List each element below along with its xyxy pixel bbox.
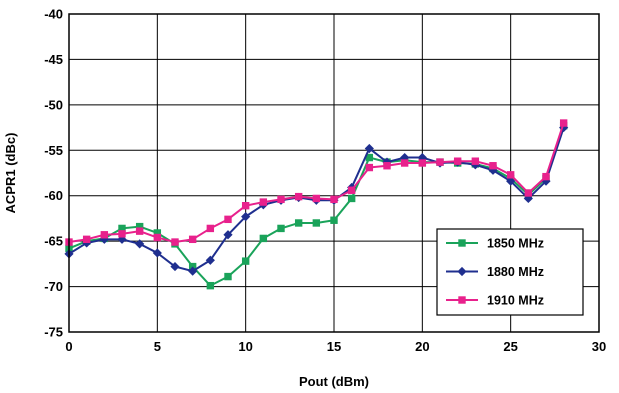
data-point	[365, 153, 374, 162]
y-tick-label: -70	[44, 279, 63, 294]
series-3	[65, 119, 568, 246]
data-point	[224, 272, 232, 281]
data-point	[347, 194, 356, 203]
y-tick-label: -50	[44, 97, 63, 112]
legend-label: 1850 MHz	[487, 237, 544, 251]
data-point	[118, 230, 126, 238]
data-point	[118, 224, 126, 233]
data-point	[436, 158, 444, 166]
legend-marker	[458, 296, 466, 304]
data-point	[364, 143, 374, 154]
data-point	[223, 230, 233, 240]
legend-marker	[458, 239, 466, 247]
legend-entry: 1850 MHz	[446, 237, 544, 251]
data-point	[224, 215, 232, 224]
y-tick-label: -65	[44, 234, 63, 249]
y-axis-title: ACPR1 (dBc)	[3, 133, 18, 214]
y-tick-label: -45	[44, 52, 63, 67]
x-tick-label: 0	[65, 339, 72, 354]
y-tick-label: -55	[44, 143, 63, 158]
data-point	[294, 192, 303, 201]
data-point	[241, 202, 250, 210]
data-point	[205, 255, 215, 265]
x-tick-label: 15	[327, 339, 341, 354]
data-point	[559, 119, 568, 127]
x-tick-label: 30	[592, 339, 606, 354]
data-point	[418, 159, 427, 167]
data-point	[153, 229, 162, 237]
data-point	[506, 171, 515, 179]
data-point	[471, 157, 480, 165]
x-tick-label: 5	[154, 339, 161, 354]
data-point	[259, 234, 268, 243]
data-point	[82, 235, 91, 244]
data-point	[206, 281, 215, 290]
data-point	[294, 219, 303, 227]
y-tick-label: -75	[44, 325, 63, 340]
data-point	[170, 261, 180, 272]
data-point	[188, 235, 197, 244]
data-point	[312, 219, 321, 227]
x-tick-label: 10	[238, 339, 252, 354]
data-point	[330, 216, 338, 224]
x-tick-label: 25	[503, 339, 517, 354]
x-axis-title: Pout (dBm)	[299, 374, 369, 389]
plot-frame	[68, 13, 600, 333]
y-tick-label: -60	[44, 188, 63, 203]
legend-entry: 1910 MHz	[446, 294, 544, 308]
data-point	[365, 163, 374, 172]
data-point	[153, 233, 162, 242]
data-point	[171, 238, 179, 246]
data-point	[135, 239, 145, 249]
data-point	[400, 159, 409, 167]
data-point	[188, 266, 198, 276]
data-point	[383, 162, 391, 170]
data-point	[277, 195, 285, 204]
x-tick-label: 20	[415, 339, 429, 354]
data-point	[453, 157, 462, 165]
data-point	[312, 194, 321, 203]
data-point	[152, 248, 162, 258]
data-point	[542, 172, 550, 181]
data-point	[489, 162, 497, 170]
data-point	[524, 189, 533, 197]
y-tick-label: -40	[44, 7, 63, 22]
data-point	[241, 257, 250, 265]
data-point	[135, 227, 144, 235]
data-point	[259, 198, 268, 206]
legend-label: 1910 MHz	[487, 294, 544, 308]
data-point	[135, 222, 144, 231]
data-point	[100, 231, 109, 239]
x-tick-labels: 0 5 10 15 20 25 30	[65, 339, 606, 354]
data-point	[347, 186, 356, 194]
data-point	[241, 212, 251, 222]
data-point	[506, 176, 516, 186]
data-point	[206, 224, 215, 233]
legend-marker	[457, 266, 467, 277]
legend-label: 1880 MHz	[487, 265, 544, 279]
data-point	[277, 224, 285, 233]
data-point	[117, 234, 127, 244]
data-point	[330, 195, 338, 204]
legend-entry: 1880 MHz	[446, 265, 544, 279]
legend: 1850 MHz 1880 MHz 1910 MHz	[436, 228, 584, 316]
y-tick-labels: -40 -45 -50 -55 -60 -65 -70 -75	[44, 7, 63, 340]
